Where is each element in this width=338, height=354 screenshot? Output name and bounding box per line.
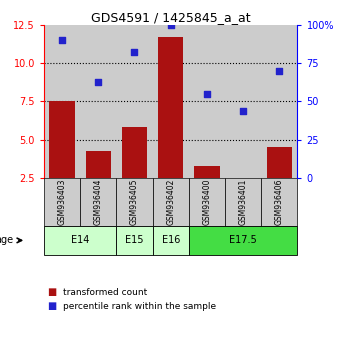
Bar (49, 102, 75, 178)
Text: GSM936403: GSM936403 (57, 179, 67, 225)
Bar (80, 178, 116, 226)
Point (59, 37, 65, 43)
Text: GSM936406: GSM936406 (275, 179, 284, 225)
Text: GSM936401: GSM936401 (239, 179, 248, 225)
Bar (116, 226, 152, 255)
Bar (189, 25, 225, 178)
Text: GSM936402: GSM936402 (166, 179, 175, 225)
Point (240, 108, 246, 114)
Bar (44, 25, 80, 178)
Text: ■: ■ (47, 287, 56, 297)
Bar (194, 166, 220, 178)
Text: percentile rank within the sample: percentile rank within the sample (63, 302, 216, 311)
Bar (225, 178, 261, 226)
Bar (44, 226, 116, 255)
Text: E15: E15 (125, 235, 144, 245)
Text: GSM936404: GSM936404 (94, 179, 103, 225)
Point (276, 68, 282, 74)
Point (168, 22, 173, 28)
Bar (122, 127, 147, 178)
Bar (189, 178, 225, 226)
Bar (152, 178, 189, 226)
Text: age: age (0, 235, 14, 245)
Bar (189, 226, 297, 255)
Bar (116, 25, 152, 178)
Text: transformed count: transformed count (63, 287, 147, 297)
Text: E14: E14 (71, 235, 89, 245)
Bar (267, 148, 292, 178)
Text: ■: ■ (47, 301, 56, 311)
Text: GSM936400: GSM936400 (202, 179, 211, 225)
Bar (86, 150, 111, 178)
Bar (158, 37, 183, 178)
Text: E17.5: E17.5 (229, 235, 257, 245)
Point (204, 91, 210, 97)
Point (132, 50, 137, 55)
Bar (152, 226, 189, 255)
Title: GDS4591 / 1425845_a_at: GDS4591 / 1425845_a_at (91, 11, 250, 24)
Bar (225, 25, 261, 178)
Point (96, 79, 101, 84)
Bar (231, 178, 256, 181)
Bar (80, 25, 116, 178)
Bar (44, 178, 80, 226)
Bar (152, 25, 189, 178)
Text: GSM936405: GSM936405 (130, 179, 139, 225)
Bar (261, 25, 297, 178)
Bar (261, 178, 297, 226)
Text: E16: E16 (162, 235, 180, 245)
Bar (116, 178, 152, 226)
